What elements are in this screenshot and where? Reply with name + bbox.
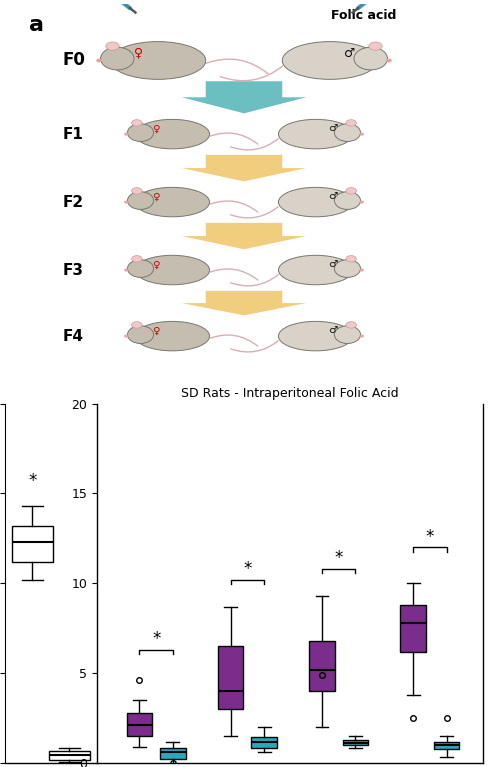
Ellipse shape [346,120,356,126]
Ellipse shape [124,133,129,136]
Ellipse shape [334,192,361,209]
Ellipse shape [124,268,129,272]
Text: *: * [243,560,252,578]
Polygon shape [182,81,306,114]
PathPatch shape [127,713,152,736]
Ellipse shape [369,42,382,51]
Ellipse shape [132,255,142,262]
Text: a: a [29,15,44,35]
Polygon shape [182,291,306,315]
Ellipse shape [135,255,209,285]
Text: ♂: ♂ [344,47,355,59]
Ellipse shape [132,120,142,126]
Ellipse shape [101,48,134,70]
PathPatch shape [218,647,244,709]
Text: *: * [28,472,37,490]
Text: ♀: ♀ [152,259,160,269]
PathPatch shape [160,748,185,759]
Text: ♀: ♀ [152,325,160,335]
Ellipse shape [110,41,206,79]
Text: *: * [426,528,434,545]
Ellipse shape [346,255,356,262]
Ellipse shape [282,41,378,79]
Ellipse shape [346,188,356,194]
Ellipse shape [279,255,353,285]
Ellipse shape [354,48,387,70]
Title: SD Rats - Intraperitoneal Folic Acid: SD Rats - Intraperitoneal Folic Acid [181,387,399,400]
Ellipse shape [132,321,142,328]
Ellipse shape [124,201,129,203]
Ellipse shape [96,58,102,62]
Ellipse shape [359,268,364,272]
Ellipse shape [127,123,154,141]
Text: F2: F2 [62,195,83,209]
Text: ♂: ♂ [328,325,337,335]
PathPatch shape [309,641,335,691]
Ellipse shape [135,120,209,149]
Text: Folic acid: Folic acid [331,9,396,22]
Ellipse shape [346,321,356,328]
Text: ♂: ♂ [328,123,337,133]
Text: *: * [152,630,161,648]
Ellipse shape [279,321,353,351]
Ellipse shape [359,201,364,203]
Ellipse shape [135,187,209,217]
Ellipse shape [359,334,364,337]
Ellipse shape [106,42,119,51]
Ellipse shape [135,321,209,351]
Ellipse shape [132,188,142,194]
Ellipse shape [334,260,361,278]
Text: ♀: ♀ [152,123,160,133]
Text: *: * [334,549,343,567]
Ellipse shape [127,192,154,209]
Text: ♀: ♀ [134,47,143,59]
PathPatch shape [343,740,368,746]
Ellipse shape [334,123,361,141]
Polygon shape [182,223,306,249]
Ellipse shape [127,260,154,278]
Ellipse shape [386,58,392,62]
PathPatch shape [400,605,426,652]
Ellipse shape [124,334,129,337]
Text: F3: F3 [62,262,83,278]
PathPatch shape [49,752,90,760]
Ellipse shape [359,133,364,136]
Ellipse shape [279,187,353,217]
Text: ♂: ♂ [328,259,337,269]
Text: ♂: ♂ [328,192,337,202]
Text: F0: F0 [62,51,85,70]
Ellipse shape [279,120,353,149]
Text: F1: F1 [62,127,83,142]
Ellipse shape [127,326,154,344]
PathPatch shape [434,742,459,749]
Ellipse shape [334,326,361,344]
Text: ♀: ♀ [152,192,160,202]
Polygon shape [182,155,306,181]
PathPatch shape [251,737,277,748]
Text: F4: F4 [62,328,83,344]
PathPatch shape [12,526,53,561]
